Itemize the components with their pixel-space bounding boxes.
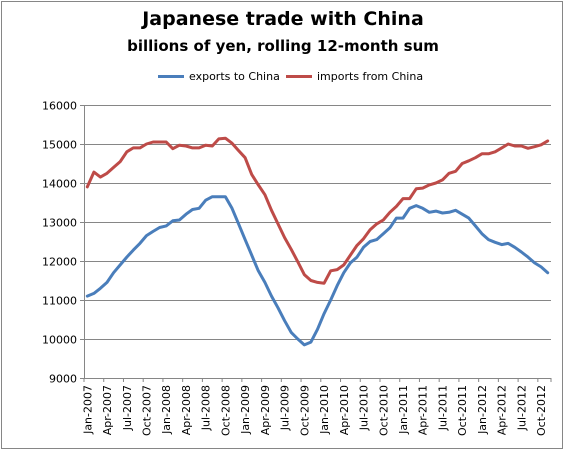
x-tick-label-7: Oct-2008 [219, 385, 232, 436]
y-tick-label-10000: 10000 [42, 334, 77, 347]
x-tick-label-4: Jan-2008 [160, 385, 173, 435]
x-tick-label-0: Jan-2007 [81, 385, 94, 435]
y-tick-label-13000: 13000 [42, 217, 77, 230]
x-tick-label-14: Jul-2010 [358, 385, 371, 431]
x-tick-label-22: Jul-2012 [515, 385, 528, 431]
x-tick-label-8: Jan-2009 [239, 385, 252, 435]
x-tick-label-1: Apr-2007 [101, 385, 114, 435]
x-tick-label-6: Jul-2008 [200, 385, 213, 431]
x-tick-label-3: Oct-2007 [140, 385, 153, 436]
series-line-exports [85, 195, 550, 347]
x-tick-label-2: Jul-2007 [121, 385, 134, 431]
x-tick-label-15: Oct-2010 [377, 385, 390, 436]
series-line-imports [85, 136, 550, 285]
x-tick-label-5: Apr-2008 [180, 385, 193, 435]
legend-label-exports: exports to China [189, 70, 280, 83]
x-tick-label-12: Jan-2010 [318, 385, 331, 435]
x-tick-label-20: Jan-2012 [476, 385, 489, 435]
x-tick-label-16: Jan-2011 [397, 385, 410, 435]
x-tick-label-11: Oct-2009 [298, 385, 311, 436]
legend-item-imports: imports from China [286, 70, 423, 83]
y-tick-label-14000: 14000 [42, 178, 77, 191]
y-tick-label-9000: 9000 [49, 373, 77, 386]
x-tick-label-13: Apr-2010 [338, 385, 351, 435]
y-tick-label-15000: 15000 [42, 139, 77, 152]
x-tick-label-19: Oct-2011 [456, 385, 469, 436]
y-tick-label-11000: 11000 [42, 295, 77, 308]
y-tick-label-16000: 16000 [42, 100, 77, 113]
legend-item-exports: exports to China [158, 70, 280, 83]
x-tick-label-18: Jul-2011 [436, 385, 449, 431]
legend-label-imports: imports from China [317, 70, 424, 83]
x-tick-label-23: Oct-2012 [535, 385, 548, 436]
x-tick-label-21: Apr-2012 [496, 385, 509, 435]
y-tick-label-12000: 12000 [42, 256, 77, 269]
x-tick-label-10: Jul-2009 [279, 385, 292, 431]
x-tick-label-9: Apr-2009 [259, 385, 272, 435]
chart-title: Japanese trade with China [142, 8, 424, 30]
x-tick-label-17: Apr-2011 [417, 385, 430, 435]
chart-subtitle: billions of yen, rolling 12-month sum [127, 37, 439, 55]
legend-swatch-exports [158, 75, 184, 78]
legend-swatch-imports [286, 75, 312, 78]
